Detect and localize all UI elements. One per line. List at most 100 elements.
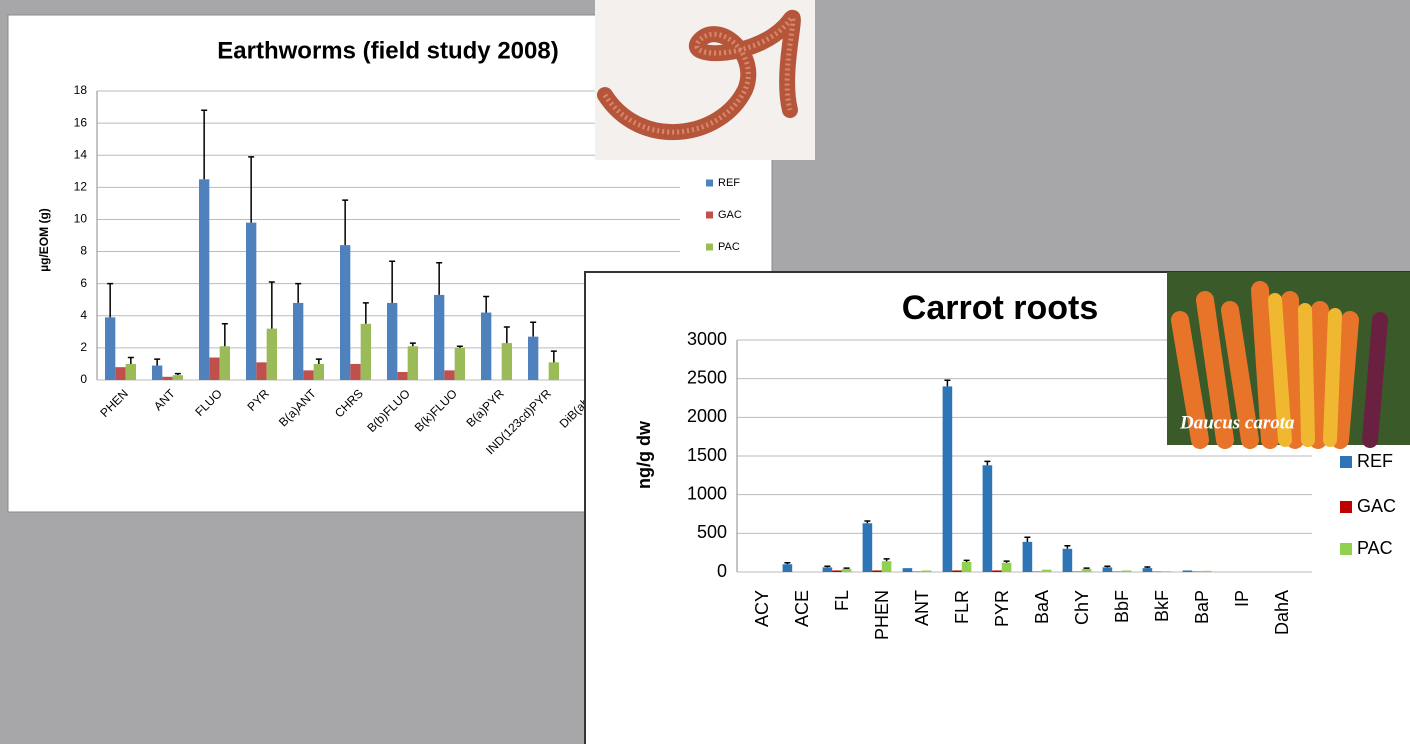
y-tick-label: 12 <box>74 180 88 194</box>
bar <box>952 570 962 572</box>
y-tick-label: 1500 <box>687 445 727 465</box>
legend-swatch <box>706 243 713 251</box>
bar <box>1102 567 1113 572</box>
bar <box>256 362 267 380</box>
legend-label: GAC <box>718 209 742 221</box>
bar <box>104 317 116 380</box>
error-bar <box>1003 560 1010 563</box>
worm-rings <box>602 15 796 135</box>
x-tick-label: PYR <box>992 590 1012 627</box>
error-bar <box>984 460 991 466</box>
y-tick-label: 10 <box>74 212 88 226</box>
x-tick-label: ACE <box>792 590 812 627</box>
x-tick-label: BaA <box>1032 590 1052 624</box>
y-tick-label: 18 <box>74 83 88 97</box>
error-bar <box>864 520 871 524</box>
bar <box>1041 569 1052 572</box>
bar <box>313 363 325 380</box>
x-tick-label: FL <box>832 590 852 611</box>
error-bar <box>784 561 791 565</box>
bar <box>386 302 398 380</box>
x-tick-label: ChY <box>1072 590 1092 625</box>
photo-caption: Daucus carota <box>1179 412 1295 433</box>
error-bar <box>456 345 463 348</box>
bar <box>209 357 220 380</box>
bar <box>245 222 257 380</box>
legend-label: PAC <box>718 241 740 253</box>
chart-title: Earthworms (field study 2008) <box>217 37 558 64</box>
bar <box>881 561 892 572</box>
bar <box>172 375 184 380</box>
bar <box>407 346 419 380</box>
bar <box>527 336 539 380</box>
carrots-yellow <box>1268 293 1342 447</box>
error-bar <box>221 323 228 347</box>
bar <box>548 362 560 380</box>
chart-title: Carrot roots <box>902 289 1098 327</box>
y-tick-label: 8 <box>80 244 87 258</box>
x-tick-label: BbF <box>1112 590 1132 623</box>
y-tick-label: 1000 <box>687 483 727 503</box>
error-bar <box>268 281 275 329</box>
x-tick-label: FLR <box>952 590 972 624</box>
bar <box>921 570 932 572</box>
carrots <box>1171 281 1359 449</box>
bar <box>1161 571 1172 572</box>
y-axis-label: µg/EOM (g) <box>37 208 51 272</box>
error-bar <box>883 558 890 562</box>
error-bar <box>824 565 831 568</box>
error-bar <box>107 282 114 318</box>
error-bar <box>963 559 970 562</box>
error-bar <box>248 156 255 223</box>
error-bar <box>201 109 208 180</box>
worm-photo <box>595 0 815 160</box>
error-bar <box>1024 536 1031 542</box>
y-tick-label: 0 <box>717 561 727 581</box>
error-bar <box>154 358 161 366</box>
bar <box>115 367 126 380</box>
bar <box>397 371 408 380</box>
x-tick-label: ACY <box>752 590 772 627</box>
legend-swatch <box>1340 501 1352 513</box>
bar <box>862 523 873 572</box>
bar <box>303 370 314 380</box>
y-tick-label: 16 <box>74 115 88 129</box>
y-tick-label: 6 <box>80 276 87 290</box>
bar <box>902 568 913 572</box>
error-bar <box>483 295 490 313</box>
bar <box>360 323 372 380</box>
legend-label: REF <box>718 177 740 189</box>
error-bar <box>174 372 181 376</box>
bar <box>219 346 231 380</box>
bar <box>433 294 445 380</box>
bar <box>982 465 993 572</box>
x-tick-label: BaP <box>1192 590 1212 624</box>
bar <box>992 570 1002 572</box>
error-bar <box>409 342 416 347</box>
legend-swatch <box>706 179 713 187</box>
bar <box>832 570 842 572</box>
bar <box>1001 562 1012 572</box>
bar <box>480 312 492 380</box>
error-bar <box>843 567 850 569</box>
bar <box>1142 568 1153 572</box>
y-tick-label: 500 <box>697 522 727 542</box>
y-tick-label: 3000 <box>687 329 727 349</box>
bar <box>942 386 953 572</box>
bar <box>501 343 513 380</box>
x-tick-label: DahA <box>1272 590 1292 635</box>
y-tick-label: 4 <box>80 308 87 322</box>
error-bar <box>1064 544 1071 549</box>
bar <box>292 302 304 380</box>
error-bar <box>550 350 557 363</box>
bar <box>454 347 466 380</box>
x-tick-label: PHEN <box>872 590 892 640</box>
error-bar <box>362 302 369 324</box>
error-bar <box>295 282 302 303</box>
y-tick-label: 2500 <box>687 367 727 387</box>
error-bar <box>1104 565 1111 568</box>
bar <box>782 564 793 572</box>
error-bar <box>389 260 396 303</box>
x-tick-label: ANT <box>912 590 932 626</box>
